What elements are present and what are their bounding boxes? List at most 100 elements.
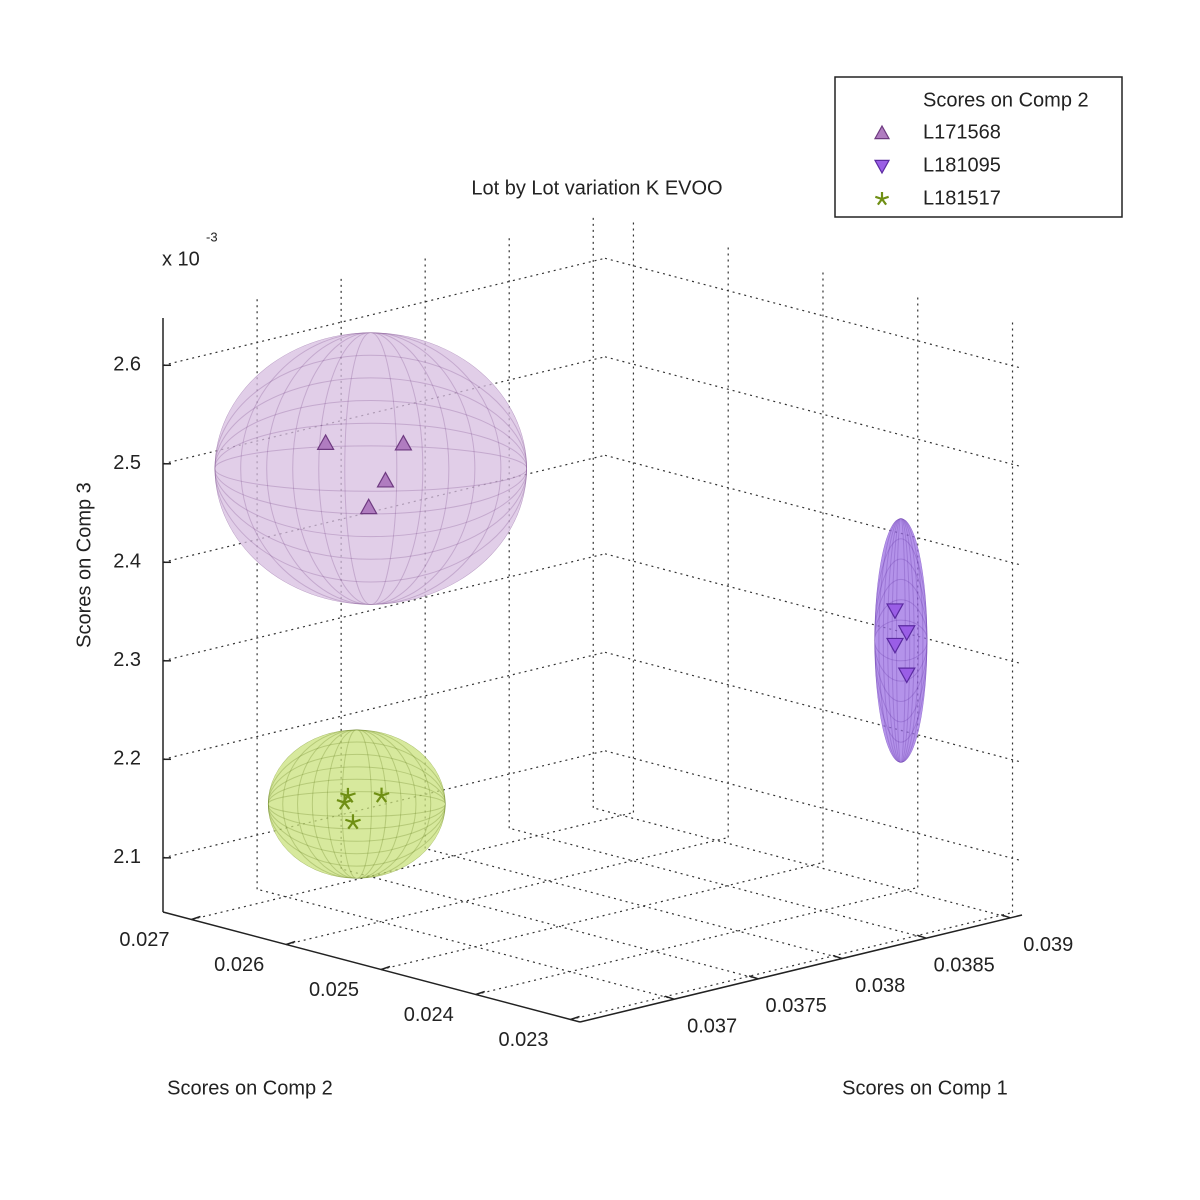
marker	[336, 794, 353, 810]
grid-line	[162, 750, 606, 859]
chart-title: Lot by Lot variation K EVOO	[471, 177, 722, 199]
x-axis-label: Scores on Comp 1	[842, 1077, 1008, 1099]
y-axis-label: Scores on Comp 2	[167, 1077, 333, 1099]
ellipsoid-parallel	[874, 599, 928, 682]
ellipsoid-meridian	[311, 729, 402, 879]
grid-line	[604, 257, 1023, 369]
marker	[359, 498, 378, 515]
marker	[339, 787, 356, 803]
x-tick-label: 0.037	[687, 1015, 737, 1037]
grid-line	[162, 553, 606, 662]
ellipsoid-fill	[214, 332, 527, 605]
z-tick-label: 2.1	[113, 846, 141, 868]
grid-line	[593, 807, 1011, 919]
ellipsoid-parallel	[267, 791, 446, 817]
x-tick	[748, 975, 759, 980]
grid-line	[604, 356, 1023, 468]
y-tick-label: 0.023	[498, 1029, 548, 1051]
marker	[373, 787, 390, 803]
x-axis	[579, 914, 1023, 1023]
grid-line	[570, 911, 1013, 1021]
x-tick	[916, 934, 927, 939]
grid-line	[475, 886, 918, 996]
grid-line	[509, 827, 927, 939]
ellipsoid-parallel	[214, 400, 527, 538]
grid-line	[425, 847, 843, 960]
marker	[897, 667, 916, 684]
z-tick-label: 2.5	[113, 452, 141, 474]
grid-line	[604, 651, 1023, 763]
grid-line	[162, 651, 606, 760]
x-tick-label: 0.038	[855, 975, 905, 997]
z-axis-label: Scores on Comp 3	[73, 482, 95, 648]
ellipsoid	[267, 729, 446, 879]
ellipsoid-fill	[267, 729, 446, 879]
ellipsoid-parallel	[874, 619, 928, 662]
ellipsoid-parallel	[267, 766, 446, 842]
grid-line	[162, 356, 606, 465]
y-tick-label: 0.026	[214, 954, 264, 976]
ellipsoid-meridian	[878, 518, 924, 763]
ellipsoid-parallel	[267, 753, 446, 855]
ellipsoid-meridian	[326, 729, 387, 879]
z-tick-label: 2.4	[113, 551, 141, 573]
y-tick-label: 0.024	[404, 1004, 454, 1026]
z-tick-label: 2.6	[113, 354, 141, 376]
ellipsoid-parallel	[874, 538, 928, 743]
legend-marker	[873, 124, 891, 140]
legend-label: L171568	[923, 121, 1001, 143]
ellipsoid-parallel	[214, 377, 527, 560]
y-tick	[570, 1015, 580, 1021]
ellipsoid-meridian	[292, 332, 450, 605]
ellipsoid-meridian	[240, 332, 502, 605]
y-tick	[191, 915, 201, 921]
z-multiplier-exponent: -3	[206, 229, 218, 244]
marker	[885, 603, 905, 620]
grid-line	[162, 454, 606, 563]
grid-line	[604, 750, 1023, 862]
z-multiplier: x 10	[162, 248, 200, 270]
grid-line	[162, 257, 606, 366]
ellipsoid-parallel	[267, 741, 446, 867]
legend-label: L181095	[923, 154, 1001, 176]
grid-line	[286, 836, 729, 946]
ellipsoid-parallel	[214, 354, 527, 583]
legend-label: L181517	[923, 187, 1001, 209]
y-tick-label: 0.027	[119, 929, 169, 951]
marker	[394, 434, 413, 451]
marker	[345, 814, 361, 830]
z-tick-label: 2.3	[113, 649, 141, 671]
legend-marker	[873, 159, 891, 175]
marker	[885, 637, 905, 655]
ellipsoid-meridian	[344, 332, 398, 605]
y-tick-label: 0.025	[309, 979, 359, 1001]
grid-line	[340, 868, 759, 980]
grid-line	[191, 811, 634, 921]
z-tick-label: 2.2	[113, 748, 141, 770]
x-tick-label: 0.0375	[766, 995, 827, 1017]
x-tick	[832, 954, 843, 960]
ellipsoid	[214, 332, 527, 605]
y-tick	[475, 990, 485, 996]
grid-line	[380, 861, 824, 971]
ellipsoid-parallel	[214, 445, 527, 492]
legend-title: Scores on Comp 2	[923, 89, 1089, 111]
y-tick	[285, 940, 296, 946]
ellipsoid-parallel	[874, 578, 928, 703]
x-tick	[664, 995, 675, 1000]
ellipsoid-meridian	[341, 729, 373, 879]
x-tick	[1000, 914, 1011, 919]
ellipsoid-meridian	[297, 729, 417, 879]
marker	[316, 433, 335, 450]
y-tick	[380, 965, 391, 971]
ellipsoid-meridian	[266, 332, 476, 605]
ellipsoid-meridian	[882, 518, 920, 763]
ellipsoid-parallel	[874, 558, 928, 723]
grid-line	[604, 454, 1023, 566]
legend-marker	[875, 192, 889, 206]
grid-line	[604, 553, 1023, 665]
marker	[897, 625, 916, 642]
ellipsoid-meridian	[282, 729, 432, 879]
marker	[376, 471, 395, 488]
